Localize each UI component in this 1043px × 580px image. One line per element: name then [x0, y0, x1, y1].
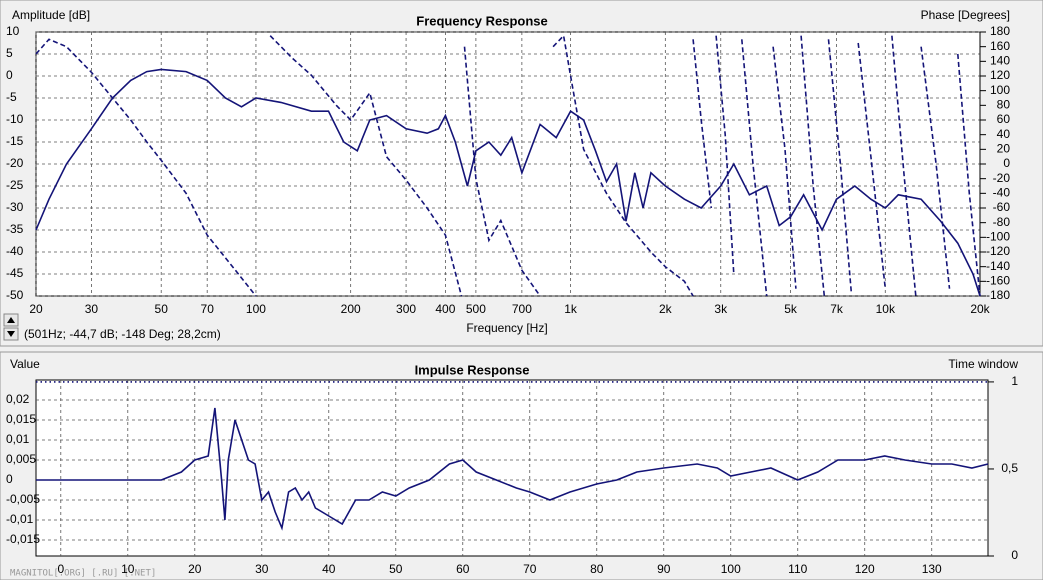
x-tick-label: 30	[85, 302, 99, 316]
x-tick-label: 20	[29, 302, 43, 316]
x-tick-label: 700	[512, 302, 532, 316]
x-tick-label: 20k	[970, 302, 990, 316]
y2-axis-label: Phase [Degrees]	[921, 8, 1010, 22]
y2-tick-label: 180	[990, 24, 1010, 38]
scroll-buttons[interactable]	[3, 313, 19, 341]
x-tick-label: 7k	[830, 302, 844, 316]
y-tick-label: -40	[6, 244, 24, 258]
x-tick-label: 200	[341, 302, 361, 316]
x-tick-label: 5k	[784, 302, 798, 316]
x-tick-label: 50	[155, 302, 169, 316]
status-text: (501Hz; -44,7 dB; -148 Deg; 28,2cm)	[24, 327, 221, 341]
y-tick-label: 0,015	[6, 412, 36, 426]
y2-tick-label: 0	[1011, 548, 1018, 562]
y2-tick-label: 0,5	[1001, 461, 1018, 475]
y2-tick-label: 0	[1003, 156, 1010, 170]
data-line	[35, 34, 981, 297]
y-tick-label: 0,01	[6, 432, 30, 446]
x-tick-label: 2k	[659, 302, 673, 316]
y-axis-label: Value	[10, 357, 40, 371]
y2-tick-label: -60	[993, 200, 1011, 214]
x-tick-label: 500	[466, 302, 486, 316]
y2-tick-label: -40	[993, 186, 1011, 200]
x-tick-label: 100	[721, 562, 741, 576]
y2-tick-label: -100	[986, 230, 1010, 244]
x-tick-label: 40	[322, 562, 336, 576]
y2-tick-label: -140	[986, 259, 1010, 273]
x-axis-label: Frequency [Hz]	[466, 321, 547, 335]
y-tick-label: -50	[6, 288, 24, 302]
y2-tick-label: 20	[997, 142, 1011, 156]
y-tick-label: 0	[6, 68, 13, 82]
y2-tick-label: 160	[990, 39, 1010, 53]
x-tick-label: 100	[246, 302, 266, 316]
x-tick-label: 130	[922, 562, 942, 576]
y2-tick-label: -180	[986, 288, 1010, 302]
y-axis-label: Amplitude [dB]	[12, 8, 90, 22]
x-tick-label: 10	[121, 562, 135, 576]
y-tick-label: -30	[6, 200, 24, 214]
y2-tick-label: 100	[990, 83, 1010, 97]
y2-tick-label: -80	[993, 215, 1011, 229]
plot-area	[35, 379, 989, 557]
y-tick-label: -20	[6, 156, 24, 170]
x-tick-label: 80	[590, 562, 604, 576]
y2-tick-label: 60	[997, 112, 1011, 126]
y-tick-label: 0	[6, 472, 13, 486]
y-tick-label: -35	[6, 222, 24, 236]
y-tick-label: -5	[6, 90, 17, 104]
y-tick-label: -0,005	[6, 492, 40, 506]
x-tick-label: 3k	[714, 302, 728, 316]
x-tick-label: 30	[255, 562, 269, 576]
y2-tick-label: -160	[986, 274, 1010, 288]
x-tick-label: 70	[201, 302, 215, 316]
x-tick-label: 70	[523, 562, 537, 576]
x-tick-label: 0	[57, 562, 64, 576]
y2-tick-label: 1	[1011, 374, 1018, 388]
y-tick-label: 0,02	[6, 392, 30, 406]
y-tick-label: 10	[6, 24, 20, 38]
y-tick-label: -0,01	[6, 512, 34, 526]
chart-title: Frequency Response	[416, 13, 548, 28]
y-tick-label: -15	[6, 134, 24, 148]
y2-tick-label: 140	[990, 54, 1010, 68]
data-line	[35, 68, 981, 297]
y2-tick-label: 40	[997, 127, 1011, 141]
chart-title: Impulse Response	[415, 362, 530, 377]
y2-tick-label: 120	[990, 68, 1010, 82]
x-tick-label: 120	[855, 562, 875, 576]
y-tick-label: -25	[6, 178, 24, 192]
x-tick-label: 50	[389, 562, 403, 576]
y2-tick-label: -20	[993, 171, 1011, 185]
x-tick-label: 110	[788, 562, 807, 576]
data-line	[36, 407, 989, 531]
x-tick-label: 300	[396, 302, 416, 316]
y-tick-label: 0,005	[6, 452, 36, 466]
y2-axis-label: Time window	[948, 357, 1018, 371]
arrow	[7, 317, 15, 323]
y-tick-label: 5	[6, 46, 13, 60]
y-tick-label: -10	[6, 112, 24, 126]
x-tick-label: 20	[188, 562, 202, 576]
x-tick-label: 400	[435, 302, 455, 316]
y-tick-label: -45	[6, 266, 24, 280]
x-tick-label: 1k	[564, 302, 578, 316]
x-tick-label: 10k	[876, 302, 896, 316]
watermark: MAGNITOL[.ORG] [.RU] [.NET]	[10, 569, 156, 579]
y2-tick-label: -120	[986, 244, 1010, 258]
y-tick-label: -0,015	[6, 532, 40, 546]
x-tick-label: 60	[456, 562, 470, 576]
y2-tick-label: 80	[997, 98, 1011, 112]
arrow	[7, 331, 15, 337]
x-tick-label: 90	[657, 562, 671, 576]
